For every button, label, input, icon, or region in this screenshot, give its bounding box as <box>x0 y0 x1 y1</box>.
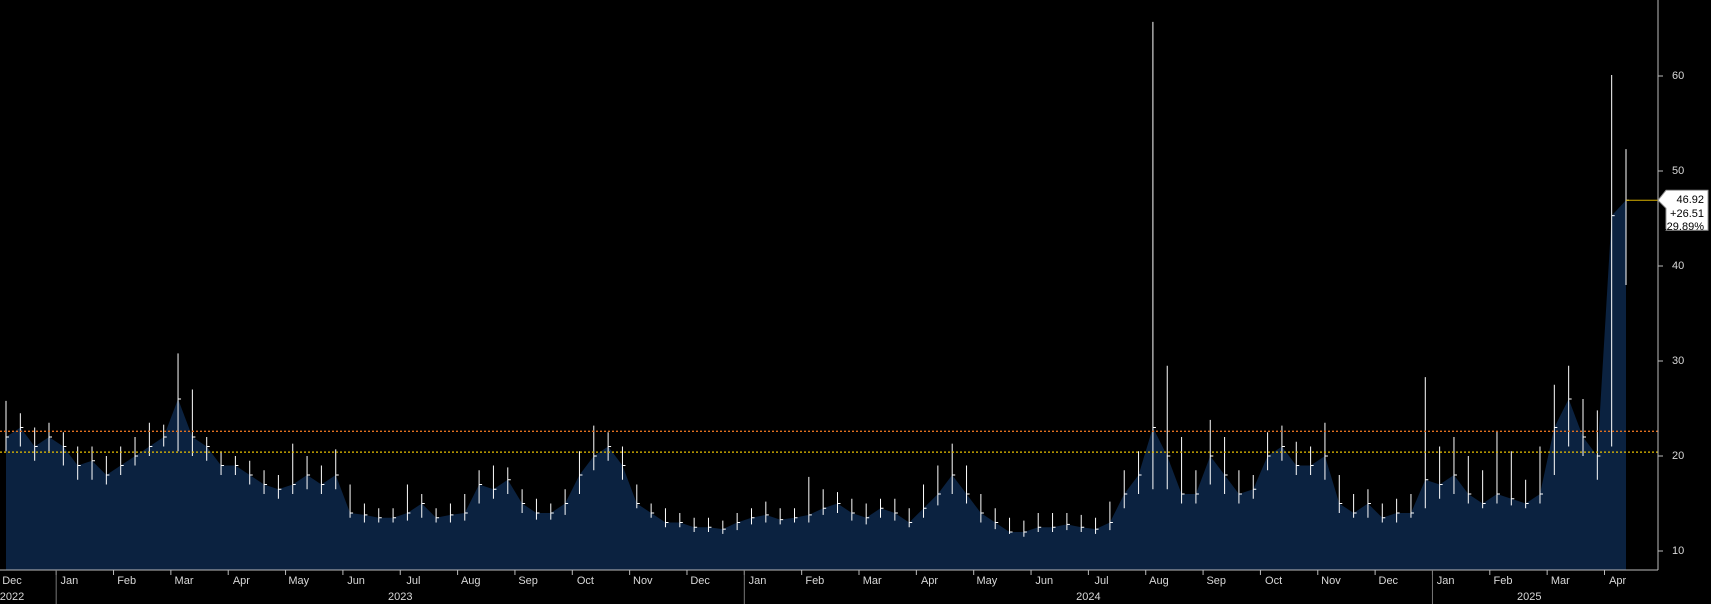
x-tick-label: Oct <box>577 575 594 587</box>
year-label: 2023 <box>388 591 412 603</box>
x-tick-label: Aug <box>1149 575 1169 587</box>
x-tick-label: Dec <box>690 575 710 587</box>
year-label: 2025 <box>1517 591 1541 603</box>
x-tick-label: Sep <box>518 575 538 587</box>
x-tick-label: Mar <box>175 575 194 587</box>
x-tick-label: Apr <box>1609 575 1626 587</box>
year-label: 2022 <box>0 591 24 603</box>
x-tick-label: May <box>976 575 997 587</box>
x-tick-label: Jan <box>749 575 767 587</box>
y-tick-label: 20 <box>1672 450 1684 462</box>
x-tick-label: Jun <box>347 575 365 587</box>
x-tick-label: Mar <box>1551 575 1570 587</box>
x-tick-label: Dec <box>2 575 22 587</box>
x-tick-label: Jan <box>1437 575 1455 587</box>
y-tick-label: 40 <box>1672 260 1684 272</box>
x-tick-label: Mar <box>863 575 882 587</box>
x-tick-label: Feb <box>805 575 824 587</box>
x-tick-label: Nov <box>633 575 653 587</box>
x-tick-label: Jul <box>406 575 420 587</box>
x-tick-label: Sep <box>1206 575 1226 587</box>
x-tick-label: Feb <box>1493 575 1512 587</box>
x-tick-label: May <box>288 575 309 587</box>
x-tick-label: Aug <box>461 575 481 587</box>
last-value-label: 46.92 <box>1676 194 1704 206</box>
close-area <box>6 200 1626 570</box>
y-tick-label: 50 <box>1672 165 1684 177</box>
last-value-label: +26.51 <box>1670 208 1704 220</box>
y-tick-label: 10 <box>1672 545 1684 557</box>
x-tick-label: Apr <box>921 575 938 587</box>
x-tick-label: Jan <box>60 575 78 587</box>
y-tick-label: 30 <box>1672 355 1684 367</box>
y-tick-label: 60 <box>1672 70 1684 82</box>
x-tick-label: Apr <box>233 575 250 587</box>
last-value-box <box>1657 189 1709 231</box>
x-tick-label: Feb <box>117 575 136 587</box>
last-value-label: 129.89% <box>1661 221 1705 233</box>
x-tick-label: Oct <box>1265 575 1282 587</box>
x-tick-label: Jun <box>1035 575 1053 587</box>
x-tick-label: Jul <box>1095 575 1109 587</box>
x-tick-label: Dec <box>1379 575 1399 587</box>
x-tick-label: Nov <box>1321 575 1341 587</box>
year-label: 2024 <box>1076 591 1100 603</box>
